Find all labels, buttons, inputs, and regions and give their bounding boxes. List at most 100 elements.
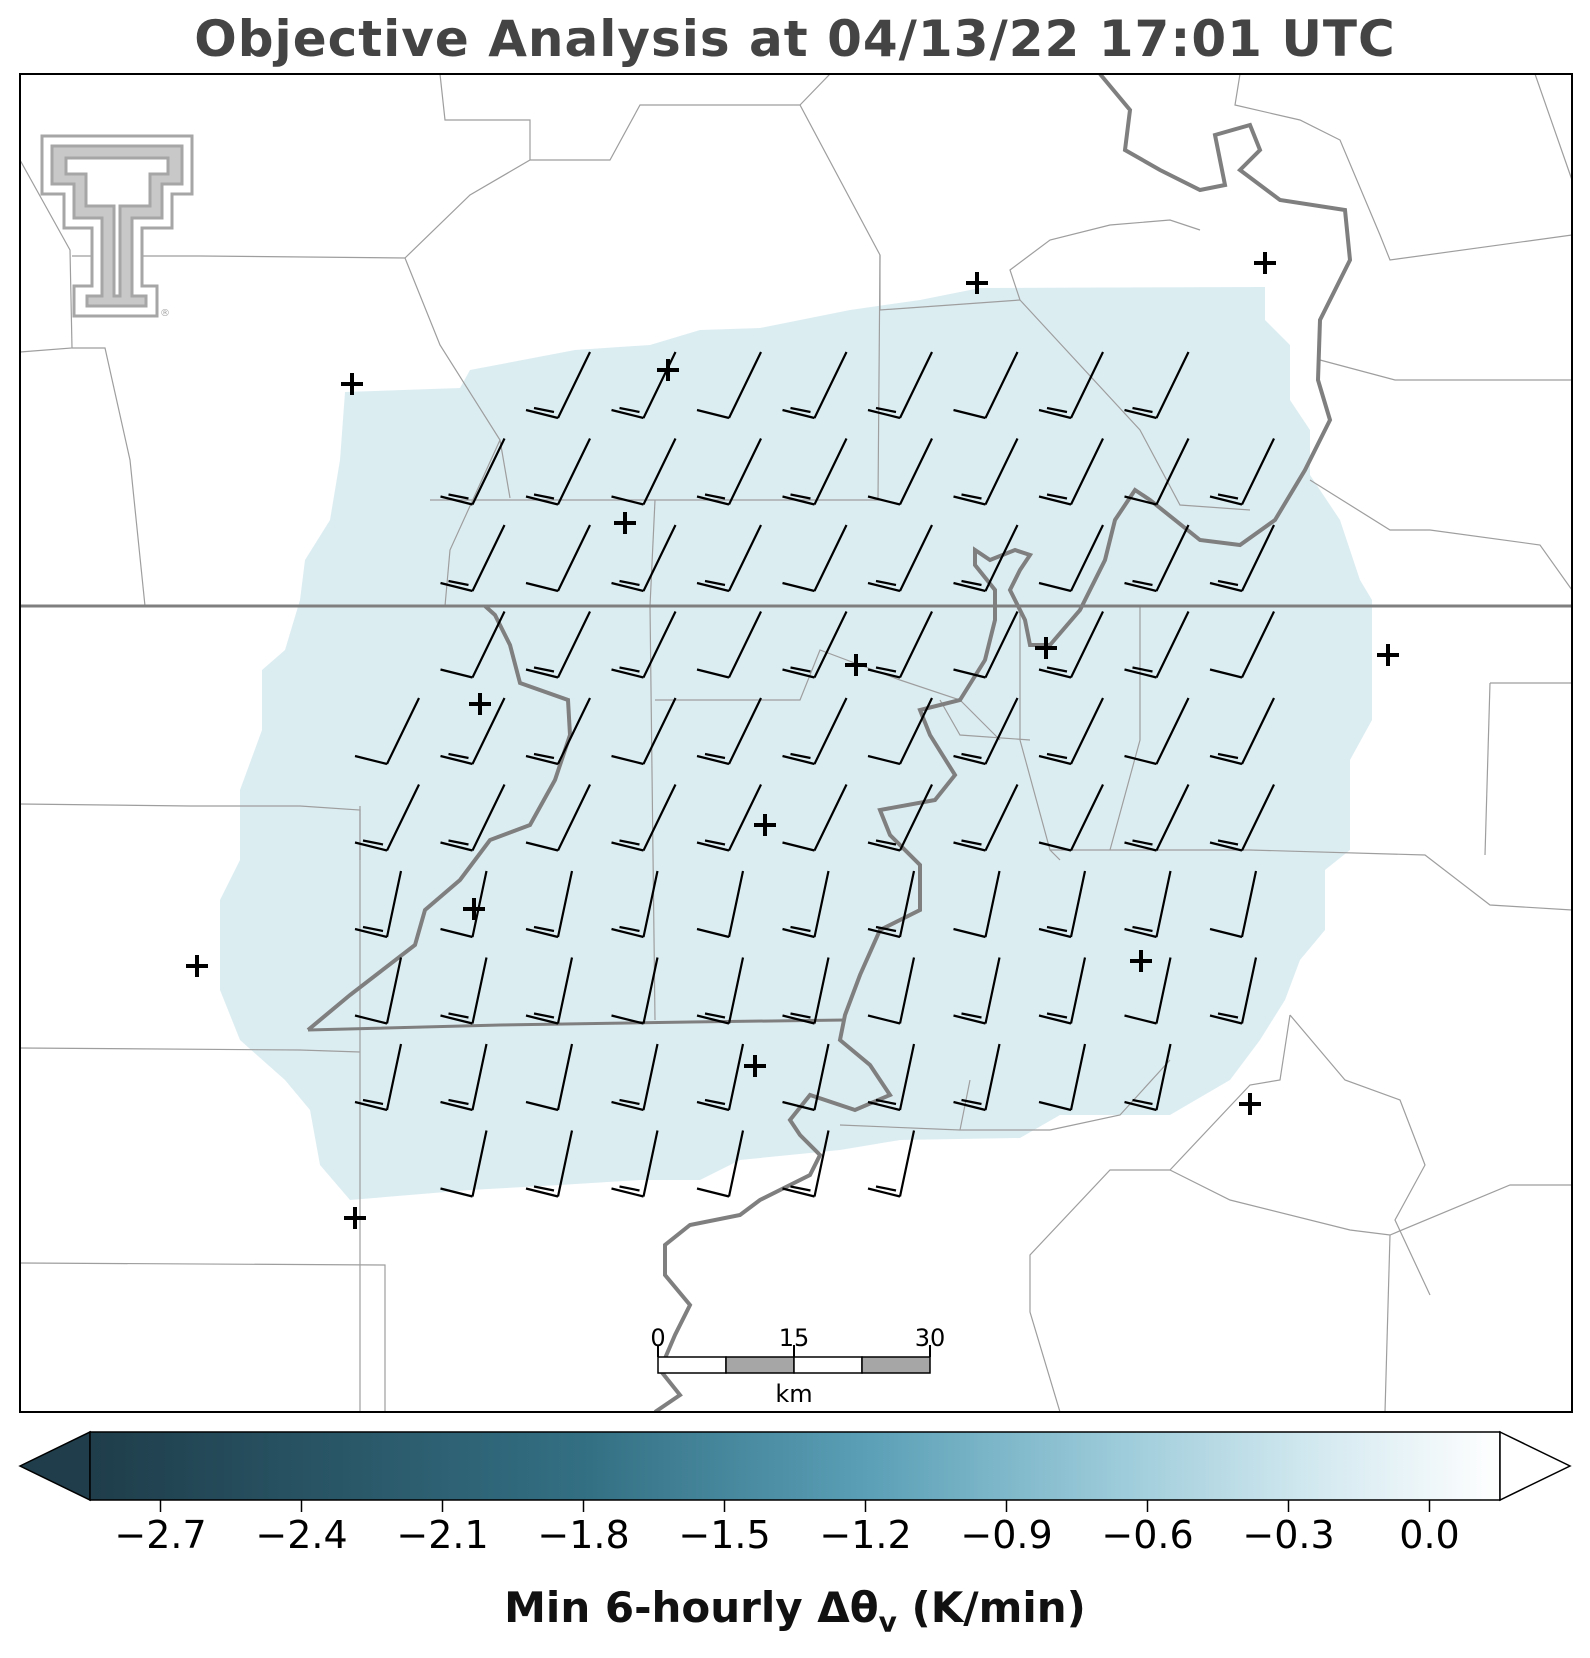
wind-barb xyxy=(1038,611,1104,679)
wind-barb xyxy=(782,611,848,679)
scale-bar: 0 15 30 km xyxy=(650,1324,945,1408)
wind-barb xyxy=(440,697,506,766)
scale-unit: km xyxy=(775,1380,812,1408)
wind-barb xyxy=(953,611,1019,679)
wind-barb xyxy=(867,957,916,1025)
wind-barb xyxy=(696,438,762,506)
colorbar-tick-label: −2.7 xyxy=(114,1513,206,1557)
wind-barb xyxy=(611,957,659,1025)
wind-barb xyxy=(1124,957,1172,1025)
wind-barb xyxy=(440,784,506,852)
wind-barb xyxy=(696,524,762,593)
wind-barb xyxy=(525,351,591,420)
wind-barb xyxy=(867,524,933,593)
analysis-field xyxy=(220,287,1372,1200)
colorbar-gradient xyxy=(89,1431,1501,1501)
wind-barb xyxy=(1209,697,1275,766)
wind-barb xyxy=(696,957,745,1025)
wind-barb xyxy=(953,524,1019,593)
map-panel xyxy=(20,74,1572,1412)
colorbar-label-tail: (K/min) xyxy=(896,1583,1086,1632)
wind-barb xyxy=(696,351,762,420)
wind-barb xyxy=(867,697,933,766)
wind-barb xyxy=(440,611,506,679)
station-marker xyxy=(614,512,636,534)
station-marker xyxy=(744,1055,766,1077)
wind-barb xyxy=(1038,1043,1087,1112)
station-markers xyxy=(186,252,1399,1229)
colorbar-tick-label: −1.8 xyxy=(537,1513,629,1557)
wind-barb xyxy=(611,1043,659,1112)
wind-barb xyxy=(953,784,1019,852)
wind-barb xyxy=(525,611,591,679)
colorbar-tick-label: 0.0 xyxy=(1399,1513,1459,1557)
colorbar-label-main: Min 6-hourly Δθ xyxy=(504,1583,879,1632)
scale-tick-15: 15 xyxy=(779,1324,810,1352)
wind-barb xyxy=(1038,351,1104,420)
wind-barb xyxy=(953,957,1001,1025)
wind-barb xyxy=(696,611,762,679)
wind-barb xyxy=(525,524,591,593)
wind-barb xyxy=(525,1130,574,1198)
station-marker xyxy=(657,359,679,381)
map-title: Objective Analysis at 04/13/22 17:01 UTC xyxy=(194,10,1396,68)
station-marker xyxy=(845,654,867,676)
wind-barb xyxy=(611,1130,659,1198)
colorbar-extend-high xyxy=(1499,1430,1572,1502)
wind-barb xyxy=(1124,351,1190,420)
station-marker xyxy=(1130,950,1152,972)
colorbar: −2.7 −2.4 −2.1 −1.8 −1.5 −1.2 −0.9 −0.6 −0.3 0.0 xyxy=(18,1430,1572,1557)
wind-barb xyxy=(440,1043,488,1112)
wind-barb xyxy=(696,870,745,939)
map-frame xyxy=(19,73,1573,1413)
station-marker xyxy=(966,272,988,294)
river xyxy=(306,74,1353,1412)
wind-barb xyxy=(440,1130,488,1198)
wind-barb xyxy=(1124,438,1190,506)
wind-barb xyxy=(867,351,933,420)
colorbar-tick-label: −1.2 xyxy=(819,1513,911,1557)
wind-barb xyxy=(354,697,420,766)
wind-barb xyxy=(782,1043,830,1112)
wind-barb xyxy=(525,784,591,852)
wind-barb xyxy=(440,957,488,1025)
svg-text:®: ® xyxy=(160,308,170,319)
county-borders xyxy=(20,74,1572,1412)
wind-barb xyxy=(1124,1043,1172,1112)
colorbar-label: Min 6-hourly Δθv (K/min) xyxy=(0,1583,1590,1638)
wind-barb xyxy=(611,697,677,766)
colorbar-extend-low xyxy=(18,1430,91,1502)
wind-barb xyxy=(782,524,848,593)
station-marker xyxy=(341,373,363,395)
wind-barb xyxy=(867,611,933,679)
wind-barb xyxy=(782,351,848,420)
wind-barb xyxy=(1038,784,1104,852)
wind-barb xyxy=(440,438,506,506)
wind-barb xyxy=(953,1043,1001,1112)
wind-barb xyxy=(611,438,677,506)
station-marker xyxy=(1239,1093,1261,1115)
wind-barb xyxy=(782,438,848,506)
wind-barb xyxy=(696,1130,745,1198)
colorbar-label-subscript: v xyxy=(878,1605,897,1639)
wind-barb xyxy=(867,438,933,506)
colorbar-tick-label: −1.5 xyxy=(678,1513,770,1557)
wind-barb xyxy=(867,784,933,852)
wind-barb xyxy=(1124,784,1190,852)
wind-barb xyxy=(953,351,1019,420)
wind-barb xyxy=(1124,870,1172,939)
scale-tick-0: 0 xyxy=(650,1324,665,1352)
colorbar-tick-label: −0.3 xyxy=(1242,1513,1334,1557)
wind-barb xyxy=(1038,524,1104,593)
wind-barb xyxy=(867,870,916,939)
wind-barb xyxy=(440,870,488,939)
wind-barb xyxy=(1209,870,1258,939)
wind-barb xyxy=(611,524,677,593)
wind-barb xyxy=(1124,611,1190,679)
station-marker xyxy=(344,1207,366,1229)
wind-barb xyxy=(782,870,830,939)
wind-barb xyxy=(525,1043,574,1112)
wind-barb xyxy=(354,784,420,852)
station-marker xyxy=(463,898,485,920)
